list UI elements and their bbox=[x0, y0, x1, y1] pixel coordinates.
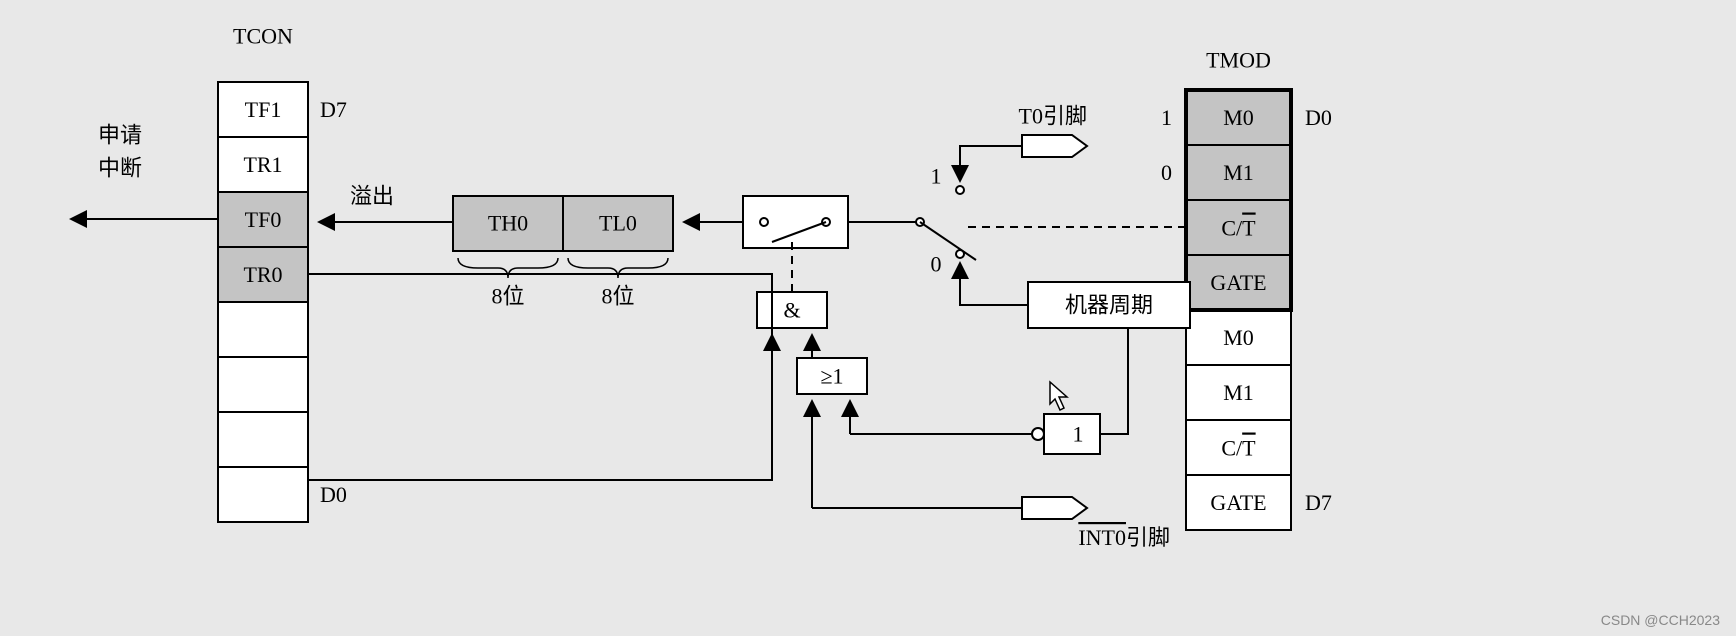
tcon-cell-label-0: TF1 bbox=[245, 97, 282, 122]
tl0-bits: 8位 bbox=[601, 284, 634, 309]
t0-pin-shape bbox=[1022, 135, 1087, 157]
th0-bits: 8位 bbox=[491, 284, 524, 309]
tcon-cell-label-1: TR1 bbox=[243, 152, 282, 177]
interrupt-label-2: 中断 bbox=[98, 156, 142, 181]
not-label: 1 bbox=[1073, 422, 1084, 447]
sw2-zero: 0 bbox=[931, 252, 942, 277]
tmod-cell-label-2: C/T bbox=[1221, 215, 1256, 240]
timer-block-diagram: TCON TF1 D7 TR1 TF0 TR0 D0 TMOD M0 1 D0 M1 0 C/T GATE… bbox=[0, 0, 1736, 636]
tmod-cell-label-6: C/T bbox=[1221, 435, 1256, 460]
tmod-sider-7: D7 bbox=[1305, 490, 1332, 515]
tcon-cell-7 bbox=[218, 467, 308, 522]
tmod-sidel-0: 1 bbox=[1161, 105, 1172, 130]
t0pin-label: T0引脚 bbox=[1019, 104, 1087, 129]
run-switch-box bbox=[743, 196, 848, 248]
int0-pin-shape bbox=[1022, 497, 1087, 519]
tcon-cell-4 bbox=[218, 302, 308, 357]
tcon-title: TCON bbox=[233, 24, 293, 49]
tcon-cell-label-2: TF0 bbox=[245, 207, 282, 232]
tmod-cell-label-4: M0 bbox=[1223, 325, 1254, 350]
tcon-cell-6 bbox=[218, 412, 308, 467]
tmod-sider-0: D0 bbox=[1305, 105, 1332, 130]
tmod-title: TMOD bbox=[1206, 48, 1271, 73]
tcon-side-7: D0 bbox=[320, 482, 347, 507]
sw2-top bbox=[956, 186, 964, 194]
sw1-node-l bbox=[760, 218, 768, 226]
sw2-one: 1 bbox=[931, 164, 942, 189]
tmod-sidel-1: 0 bbox=[1161, 160, 1172, 185]
th0-label: TH0 bbox=[488, 211, 528, 236]
tmod-cell-label-0: M0 bbox=[1223, 105, 1254, 130]
tcon-side-0: D7 bbox=[320, 97, 347, 122]
not-bubble bbox=[1032, 428, 1044, 440]
overflow-label: 溢出 bbox=[350, 184, 394, 209]
tcon-cell-label-3: TR0 bbox=[243, 262, 282, 287]
tmod-cell-label-1: M1 bbox=[1223, 160, 1254, 185]
and-label: & bbox=[783, 298, 800, 323]
tcon-cell-5 bbox=[218, 357, 308, 412]
tmod-cell-label-3: GATE bbox=[1210, 270, 1266, 295]
int0-label: INT0引脚 bbox=[1078, 525, 1170, 550]
tl0-label: TL0 bbox=[599, 211, 637, 236]
machine-cycle-label: 机器周期 bbox=[1065, 293, 1153, 318]
tmod-cell-label-5: M1 bbox=[1223, 380, 1254, 405]
interrupt-label-1: 申请 bbox=[98, 123, 142, 148]
tmod-cell-label-7: GATE bbox=[1210, 490, 1266, 515]
watermark: CSDN @CCH2023 bbox=[1601, 612, 1720, 628]
or-label: ≥1 bbox=[820, 364, 843, 389]
